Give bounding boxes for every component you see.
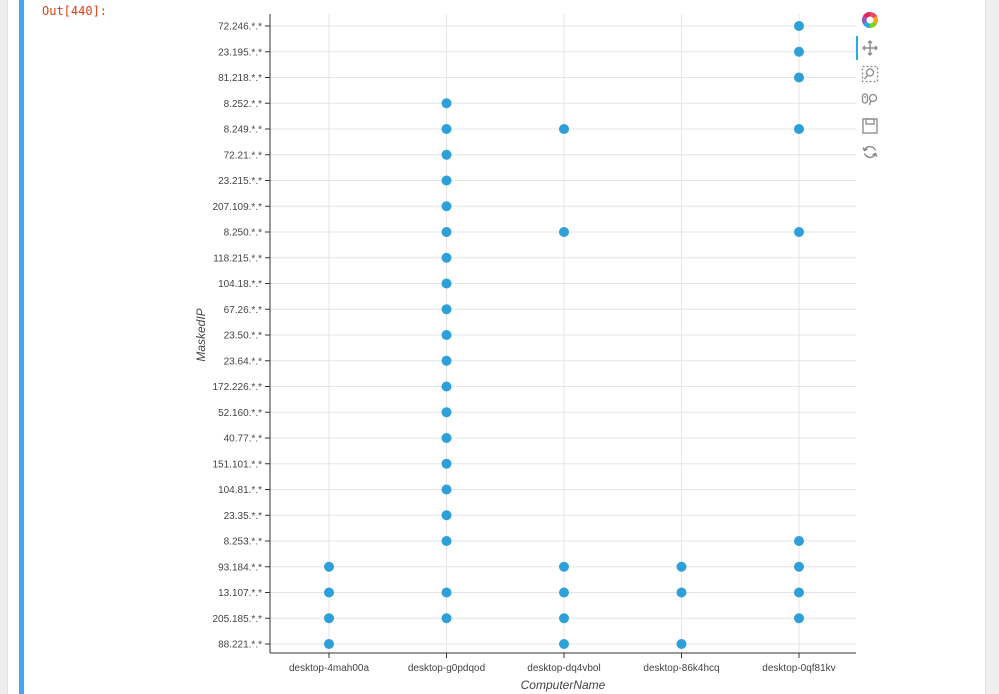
scatter-point [559,587,569,598]
x-tick-label: desktop-dq4vbol [527,663,600,674]
x-tick-label: desktop-86k4hcq [643,663,719,674]
scatter-point [441,536,452,546]
scatter-point [441,278,452,289]
scatter-point [324,587,334,598]
scatter-point [794,227,804,237]
scatter-point [559,124,569,134]
scatter-point [676,587,687,598]
y-tick-label: 8.252.*.* [224,99,262,110]
x-tick-label: desktop-0qf81kv [762,663,835,674]
scatter-point [794,536,804,546]
y-tick-label: 23.35.*.* [224,511,262,522]
y-tick-label: 23.64.*.* [224,356,262,367]
scatter-point [441,510,452,521]
y-tick-label: 23.195.*.* [218,47,262,58]
y-tick-label: 40.77.*.* [224,434,262,445]
scatter-point [794,587,804,598]
y-tick-label: 67.26.*.* [224,305,262,316]
scatter-point [441,149,452,160]
plot-toolbar [856,8,884,168]
scatter-point [441,227,452,237]
y-tick-label: 52.160.*.* [218,408,262,419]
scatter-point [441,381,452,392]
y-tick-label: 207.109.*.* [213,202,263,213]
y-tick-label: 151.101.*.* [213,459,263,470]
scatter-plot[interactable]: 72.246.*.* 23.195.*.* 81.218.*.* 8.252.*.* 8… [190,0,860,694]
cell-selection-bar [19,0,24,694]
scatter-point [676,639,687,649]
y-tick-label: 118.215.*.* [213,253,262,264]
scatter-point [441,304,452,315]
notebook-output-cell [7,0,986,694]
x-tick-label: desktop-g0pdqod [408,663,485,674]
scatter-point [794,72,804,83]
bokeh-plot[interactable]: 72.246.*.* 23.195.*.* 81.218.*.* 8.252.*.* 8… [190,0,860,694]
scatter-point [794,613,804,624]
y-axis-label: MaskedIP [194,308,208,361]
scatter-point [441,613,452,624]
y-tick-label: 13.107.*.* [218,588,262,599]
scatter-point [794,21,804,31]
y-tick-label: 8.253.*.* [224,537,262,548]
grid [270,14,856,653]
bokeh-logo-icon[interactable] [856,8,884,32]
scatter-point [441,330,452,340]
wheel-zoom-icon[interactable] [856,88,884,112]
y-tick-label: 23.215.*.* [218,176,262,187]
scatter-point [441,458,452,469]
y-tick-label: 23.50.*.* [224,331,262,342]
scatter-point [324,561,334,572]
scatter-point [441,252,452,263]
y-tick-label: 88.221.*.* [218,640,262,651]
axes: 72.246.*.* 23.195.*.* 81.218.*.* 8.252.*.* 8… [213,14,856,674]
y-tick-label: 8.250.*.* [224,228,262,239]
scatter-point [794,561,804,572]
box-zoom-icon[interactable] [856,62,884,86]
y-tick-label: 81.218.*.* [218,73,262,84]
scatter-point [441,587,452,598]
scatter-point [441,98,452,109]
reset-icon[interactable] [856,140,884,164]
scatter-point [441,175,452,186]
scatter-point [794,46,804,57]
scatter-point [794,124,804,134]
y-tick-label: 205.185.*.* [213,614,263,625]
save-icon[interactable] [856,114,884,138]
pan-icon[interactable] [856,36,884,60]
scatter-point [559,613,569,624]
scatter-point [441,407,452,418]
scatter-point [559,227,569,237]
scatter-point [324,613,334,624]
y-tick-label: 172.226.*.* [213,382,263,393]
scatter-point [441,201,452,212]
output-prompt: Out[440]: [42,4,108,18]
scatter-point [441,484,452,495]
scatter-point [441,433,452,443]
y-tick-label: 72.246.*.* [218,22,262,33]
y-tick-label: 93.184.*.* [218,562,262,573]
x-tick-label: desktop-4mah00a [289,663,369,674]
y-tick-label: 104.81.*.* [218,485,262,496]
scatter-point [559,639,569,649]
active-tool-indicator [856,36,858,60]
scatter-point [441,124,452,134]
scatter-point [441,355,452,366]
y-tick-label: 72.21.*.* [224,150,262,161]
scatter-point [559,561,569,572]
scatter-point [676,561,687,572]
data-points [324,21,804,649]
y-tick-label: 8.249.*.* [224,125,262,136]
scatter-point [324,639,334,649]
y-tick-label: 104.18.*.* [218,279,262,290]
x-axis-label: ComputerName [521,678,606,692]
